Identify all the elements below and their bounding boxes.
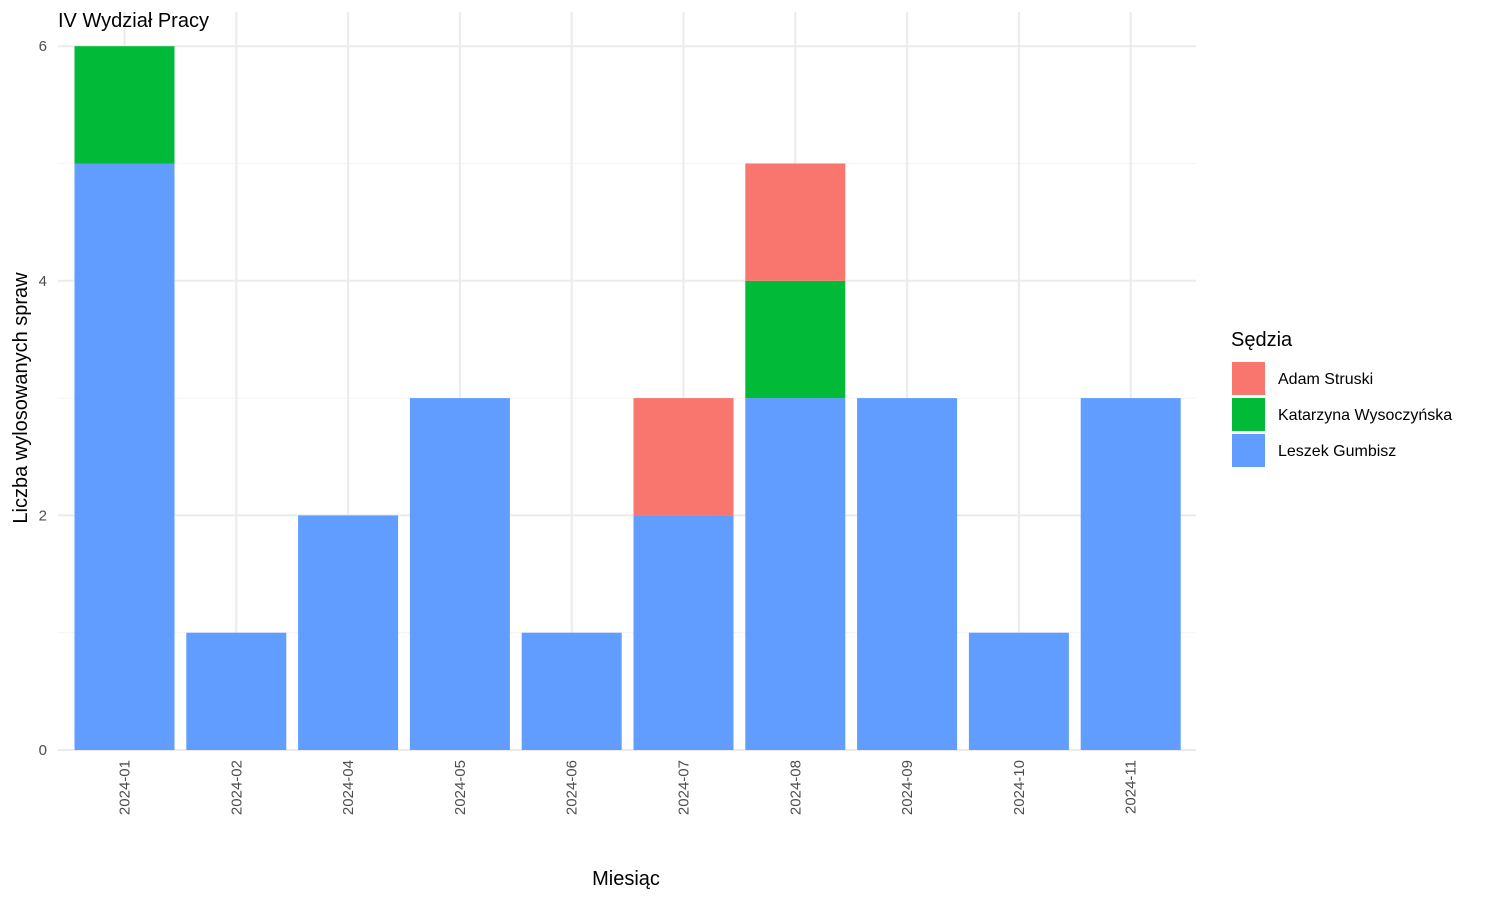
x-tick-label: 2024-11 [1123, 760, 1140, 814]
x-tick-label: 2024-08 [787, 760, 804, 815]
bar-segment [857, 398, 958, 750]
x-axis-title: Miesiąc [592, 868, 660, 890]
legend-items: Adam Struski Katarzyna Wysoczyńska Leszek … [1232, 362, 1452, 467]
x-tick-label: 2024-10 [1011, 760, 1028, 815]
x-tick-labels: 2024-01 2024-02 2024-04 2024-05 2024-06 2024-… [117, 760, 1140, 815]
bar-segment [409, 398, 510, 750]
y-tick-labels: 0 2 4 6 [39, 38, 47, 759]
y-tick-label: 6 [39, 38, 47, 55]
bar-segment [521, 632, 622, 750]
chart-title: IV Wydział Pracy [58, 10, 209, 32]
bar-segment [186, 632, 287, 750]
y-tick-label: 2 [39, 507, 47, 524]
legend: Sędzia Adam Struski Katarzyna Wysoczyńska… [1231, 329, 1452, 467]
legend-key [1232, 434, 1265, 467]
bar-segment [968, 632, 1069, 750]
bar-segment [298, 515, 399, 750]
bar-segment [745, 280, 846, 399]
x-tick-label: 2024-01 [117, 760, 134, 815]
bar-segment [1080, 398, 1181, 750]
bar-segment [745, 163, 846, 281]
y-axis-title: Liczba wylosowanych spraw [10, 272, 32, 524]
bar-segment [74, 163, 175, 750]
x-tick-label: 2024-07 [676, 760, 693, 815]
x-tick-label: 2024-06 [564, 760, 581, 815]
x-tick-label: 2024-02 [228, 760, 245, 815]
bar-segment [633, 398, 734, 516]
x-tick-label: 2024-05 [452, 760, 469, 815]
y-tick-label: 0 [39, 742, 47, 759]
bar-segment [633, 515, 734, 750]
bars [74, 46, 1181, 750]
legend-label: Katarzyna Wysoczyńska [1278, 407, 1452, 424]
legend-title: Sędzia [1231, 329, 1293, 351]
y-tick-label: 4 [39, 273, 47, 290]
legend-label: Leszek Gumbisz [1278, 443, 1396, 460]
x-tick-label: 2024-04 [340, 760, 357, 815]
bar-segment [745, 398, 846, 750]
legend-key [1232, 362, 1265, 395]
legend-label: Adam Struski [1278, 371, 1373, 388]
bar-segment [74, 46, 175, 164]
legend-key [1232, 398, 1265, 431]
x-tick-label: 2024-09 [899, 760, 916, 815]
